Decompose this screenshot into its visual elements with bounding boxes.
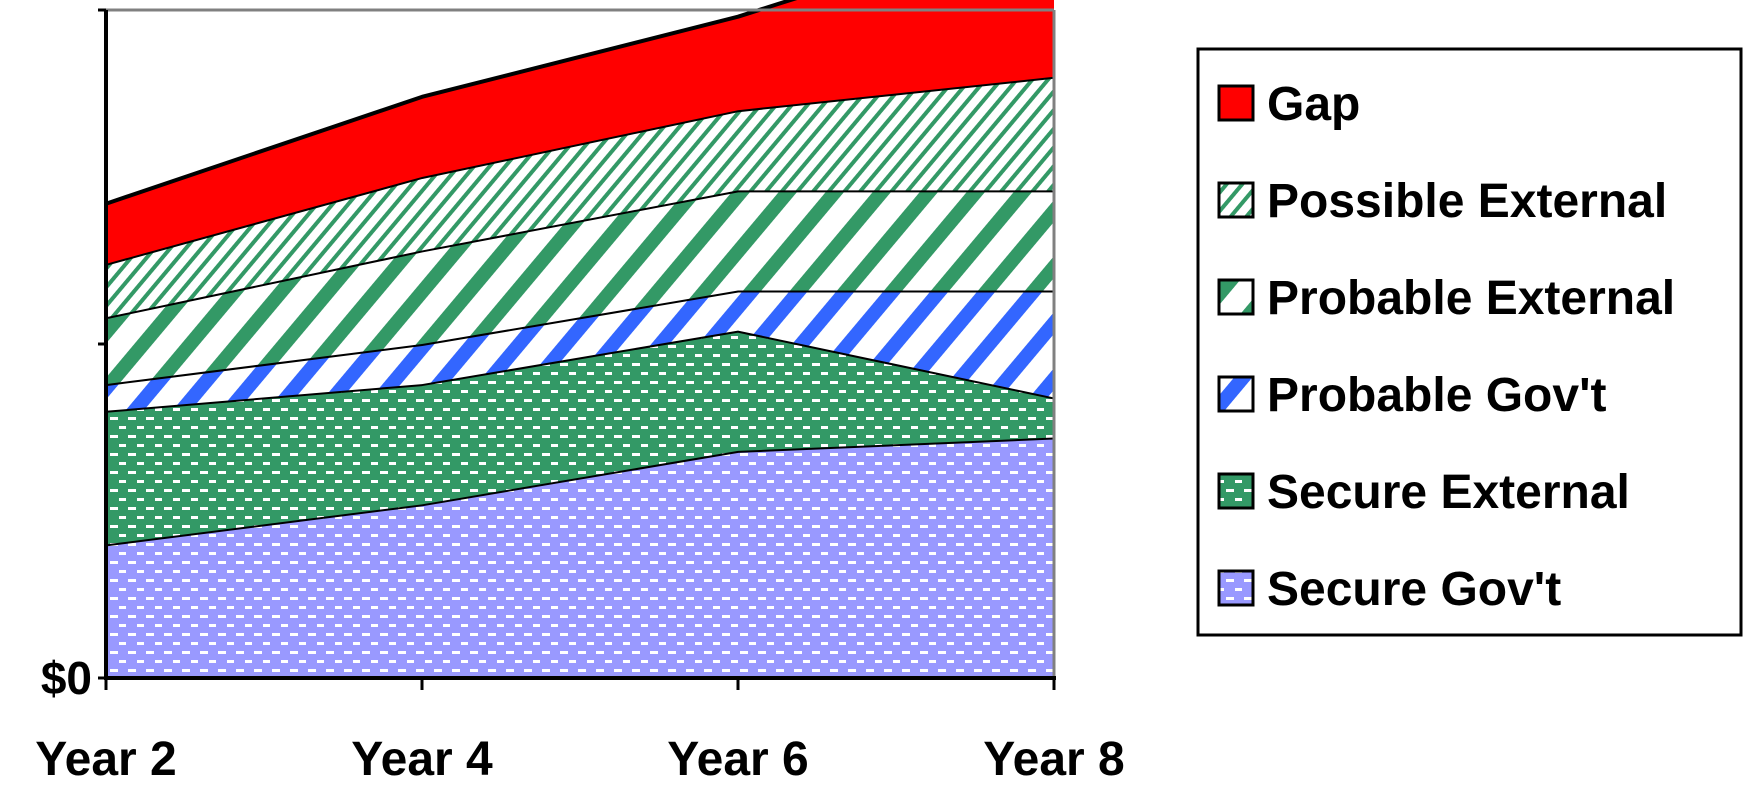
axes-layer: $0 Year 2 Year 4 Year 6 Year 8 — [35, 8, 1125, 786]
x-tick-label-year-6: Year 6 — [667, 733, 808, 782]
legend-label-secure-gov-t: Secure Gov't — [1267, 563, 1561, 616]
area-probable-external — [106, 190, 1054, 385]
area-possible-external — [106, 76, 1054, 318]
legend-label-gap: Gap — [1267, 78, 1360, 131]
area-gap — [106, 0, 1054, 264]
x-tick-label-year-8: Year 8 — [983, 733, 1124, 782]
areas-layer — [105, 0, 1055, 678]
legend-swatch-probable-gov-t — [1217, 375, 1255, 413]
legend-label-probable-gov-t: Probable Gov't — [1267, 369, 1606, 422]
legend-swatch-gap — [1217, 84, 1255, 122]
x-tick-label-year-2: Year 2 — [35, 733, 176, 782]
x-tick-label-year-4: Year 4 — [351, 733, 493, 782]
y-tick-label: $0 — [41, 652, 92, 704]
legend-label-probable-external: Probable External — [1267, 272, 1675, 325]
area-secure-gov-t — [106, 437, 1054, 678]
legend-items: Gap Possible External Probable External Pro… — [1217, 78, 1675, 616]
legend-swatch-secure-external — [1217, 472, 1255, 510]
area-probable-gov-t — [106, 290, 1054, 411]
area-top-line-gap — [105, 0, 798, 206]
legend-label-secure-external: Secure External — [1267, 466, 1630, 519]
legend-frame — [1196, 47, 1743, 637]
legend-swatch-probable-external — [1217, 278, 1255, 316]
legend-label-possible-external: Possible External — [1267, 175, 1667, 228]
legend-swatch-secure-gov-t — [1217, 569, 1255, 607]
area-secure-external — [106, 330, 1054, 545]
legend: Gap Possible External Probable External Pro… — [1196, 47, 1743, 637]
legend-swatch-possible-external — [1217, 181, 1255, 219]
